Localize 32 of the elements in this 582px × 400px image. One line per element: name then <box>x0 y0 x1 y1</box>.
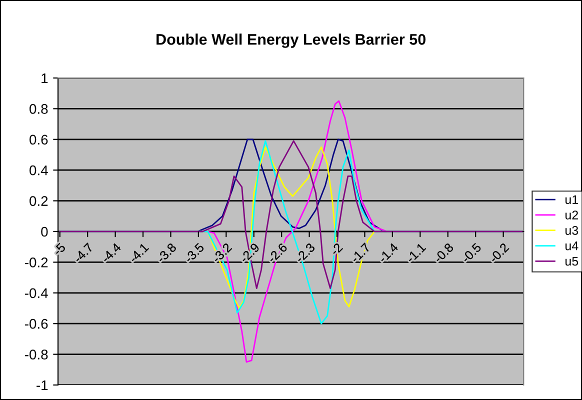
legend-label: u2 <box>566 210 578 220</box>
x-tick-label: -1.4 <box>378 242 399 264</box>
legend-label: u4 <box>566 242 578 250</box>
y-tick-label: 1 <box>42 73 48 84</box>
y-tick-label: -1 <box>36 380 48 390</box>
legend-label: u1 <box>566 195 578 204</box>
legend-label: u5 <box>566 256 578 266</box>
chart-title: Double Well Energy Levels Barrier 50 <box>156 34 426 48</box>
y-tick-label: 0.6 <box>30 134 48 145</box>
y-tick-label: 0.2 <box>30 196 48 206</box>
x-tick-label: -3.2 <box>212 242 232 264</box>
x-tick-label: -2 <box>330 242 343 256</box>
x-tick-label: -4.1 <box>128 242 149 264</box>
x-tick-label: -0.8 <box>433 242 454 264</box>
y-tick-label: -0.6 <box>24 318 48 329</box>
x-tick-label: -1.7 <box>350 242 371 264</box>
x-tick-label: -2.6 <box>266 242 288 264</box>
x-tick-label: -4.4 <box>100 242 122 264</box>
x-tick-label: -2.3 <box>294 242 316 264</box>
x-tick-label: -0.2 <box>488 242 510 264</box>
x-tick-label: -0.5 <box>460 242 482 264</box>
y-tick-label: 0.8 <box>30 104 48 114</box>
y-tick-label: 0.4 <box>30 165 48 176</box>
x-tick-label: -3.8 <box>156 242 177 264</box>
legend-label: u3 <box>566 226 578 235</box>
y-tick-label: -0.8 <box>24 350 48 360</box>
x-tick-label: -1.1 <box>406 242 426 264</box>
x-tick-label: -3.5 <box>184 242 205 264</box>
y-tick-label: 0 <box>41 226 48 237</box>
x-tick-label: -2.9 <box>239 242 260 264</box>
y-tick-label: -0.4 <box>24 288 48 298</box>
x-tick-label: -4.7 <box>73 242 94 264</box>
